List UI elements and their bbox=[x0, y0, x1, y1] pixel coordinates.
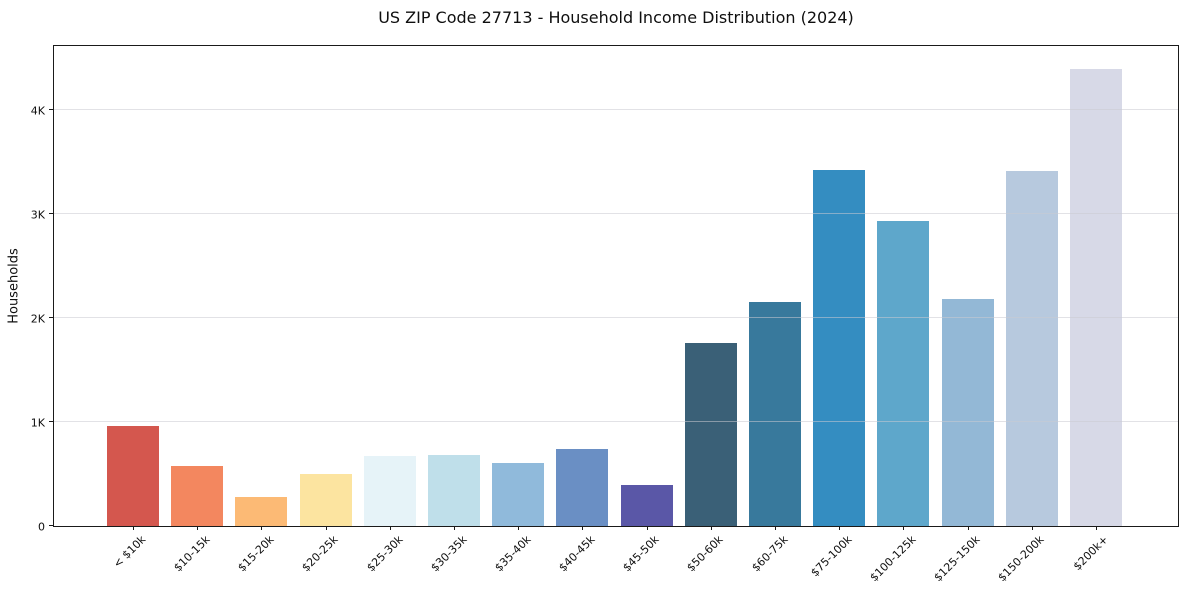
x-tick-label: $125-150k bbox=[931, 533, 983, 585]
bars-layer: < $10k $10-15k $15-20k $20-25k $25-30k $30-35… bbox=[101, 46, 1128, 584]
bar-slot: $15-20k bbox=[229, 46, 293, 574]
x-tick-mark bbox=[582, 526, 584, 530]
x-tick-mark bbox=[518, 526, 520, 530]
bar-slot: $35-40k bbox=[486, 46, 550, 574]
y-tick-label: 0 bbox=[38, 520, 45, 533]
x-tick-label: $40-45k bbox=[556, 533, 598, 575]
bar bbox=[748, 302, 801, 526]
x-tick-label: < $10k bbox=[110, 533, 149, 571]
x-tick-label: $15-20k bbox=[235, 533, 277, 575]
y-tick-mark bbox=[49, 213, 54, 215]
gridline bbox=[54, 109, 1178, 111]
x-tick-label: $25-30k bbox=[363, 533, 406, 575]
y-axis-label: Households bbox=[6, 248, 22, 324]
gridline bbox=[54, 317, 1178, 319]
y-tick-label: 2K bbox=[30, 312, 45, 326]
x-tick-label: $100-125k bbox=[867, 533, 919, 585]
y-tick-mark bbox=[49, 317, 54, 319]
x-tick-label: $20-25k bbox=[299, 533, 341, 575]
bar bbox=[877, 221, 930, 526]
bar-slot: $200k+ bbox=[1064, 46, 1128, 573]
bar bbox=[428, 455, 481, 526]
bar-slot: $20-25k bbox=[294, 46, 358, 574]
bar-slot: $45-50k bbox=[615, 46, 679, 574]
x-tick-label: $75-100k bbox=[808, 533, 855, 580]
bar bbox=[684, 342, 737, 526]
x-tick-label: $200k+ bbox=[1071, 533, 1112, 574]
bar bbox=[1005, 170, 1058, 526]
bar bbox=[620, 485, 673, 526]
y-tick-label: 3K bbox=[30, 208, 45, 222]
x-tick-mark bbox=[774, 526, 776, 530]
bar-slot: $50-60k bbox=[679, 46, 743, 574]
x-tick-label: $150-200k bbox=[995, 533, 1047, 585]
bar bbox=[299, 473, 352, 526]
bar bbox=[492, 462, 545, 526]
x-tick-mark bbox=[454, 526, 456, 530]
bar-slot: $25-30k bbox=[358, 46, 422, 574]
x-tick-label: $35-40k bbox=[492, 533, 534, 575]
x-tick-mark bbox=[261, 526, 263, 530]
x-tick-mark bbox=[967, 526, 969, 530]
bar-slot: $10-15k bbox=[165, 46, 229, 574]
y-tick-mark bbox=[49, 421, 54, 423]
y-tick-label: 4K bbox=[30, 104, 45, 118]
x-tick-label: $45-50k bbox=[620, 533, 662, 575]
x-tick-mark bbox=[903, 526, 905, 530]
gridline bbox=[54, 213, 1178, 215]
y-tick-mark bbox=[49, 109, 54, 111]
bar bbox=[171, 465, 224, 526]
bar bbox=[235, 497, 288, 526]
y-tick-label: 1K bbox=[30, 416, 45, 430]
y-tick-mark bbox=[49, 525, 54, 526]
bar-slot: $100-125k bbox=[867, 46, 935, 584]
bar bbox=[363, 455, 416, 526]
x-tick-mark bbox=[133, 526, 135, 530]
bar-slot: $30-35k bbox=[422, 46, 486, 574]
x-tick-mark bbox=[389, 526, 391, 530]
plot-area: 0 1K 2K 3K 4K < $10k $10-15k $15-20k $20-25k $25… bbox=[31, 45, 1179, 584]
x-tick-mark bbox=[710, 526, 712, 530]
x-tick-mark bbox=[1095, 526, 1097, 530]
bar-slot: $40-45k bbox=[550, 46, 614, 574]
x-tick-label: $30-35k bbox=[427, 533, 470, 575]
x-tick-label: $10-15k bbox=[171, 533, 213, 575]
bar bbox=[941, 299, 994, 526]
bar bbox=[107, 426, 160, 526]
x-tick-mark bbox=[839, 526, 841, 530]
chart-title: US ZIP Code 27713 - Household Income Dis… bbox=[378, 8, 854, 27]
bar-slot: $150-200k bbox=[996, 46, 1064, 584]
bar-slot: $60-75k bbox=[743, 46, 807, 574]
x-tick-label: $50-60k bbox=[684, 533, 726, 575]
x-tick-mark bbox=[325, 526, 327, 530]
bar bbox=[1069, 68, 1122, 526]
x-tick-label: $60-75k bbox=[748, 533, 791, 575]
bar-slot: $125-150k bbox=[932, 46, 999, 584]
bar bbox=[556, 449, 609, 526]
bar bbox=[813, 170, 866, 526]
x-tick-mark bbox=[1031, 526, 1033, 530]
bar-slot: $75-100k bbox=[807, 46, 871, 579]
x-tick-mark bbox=[197, 526, 199, 530]
x-tick-mark bbox=[646, 526, 648, 530]
gridline bbox=[54, 421, 1178, 423]
bar-slot: < $10k bbox=[101, 46, 165, 571]
